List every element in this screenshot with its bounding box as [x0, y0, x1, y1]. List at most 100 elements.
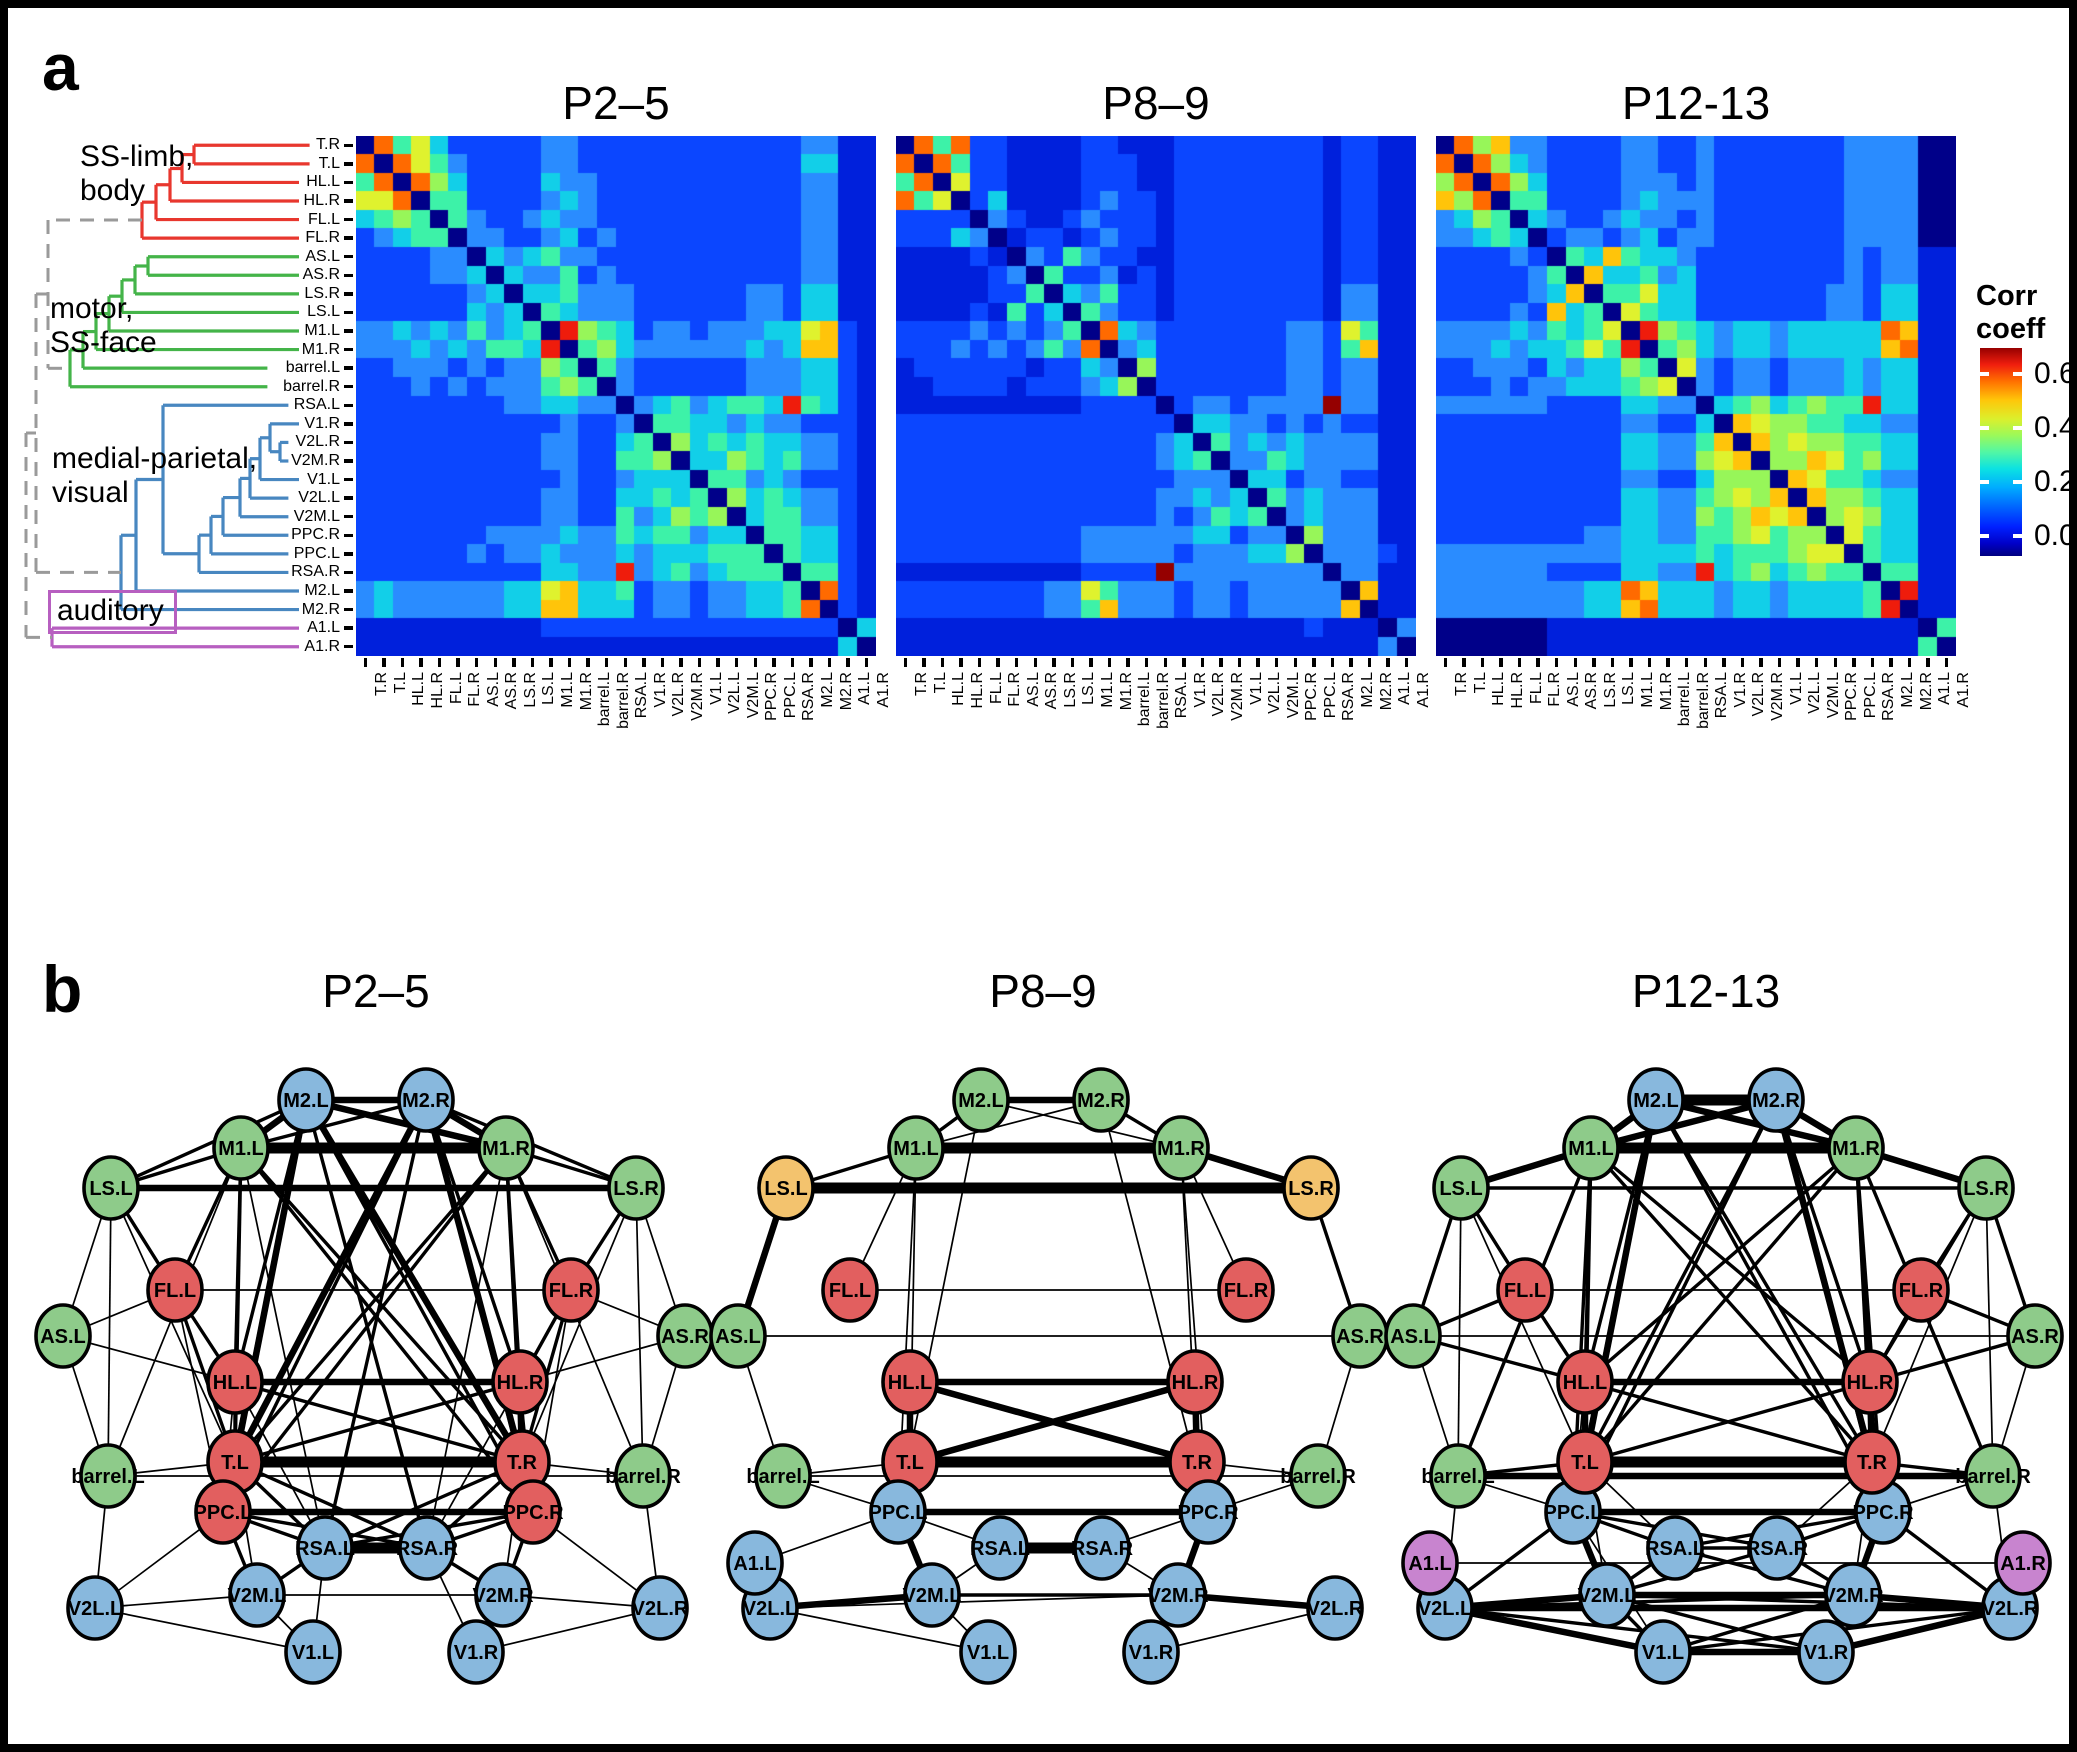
- heatmap-row-label-RSA.L: RSA.L: [293, 396, 340, 414]
- network-title-p12-13: P12-13: [1631, 965, 1781, 1017]
- col-tick: [996, 658, 1000, 667]
- node-circle-M1.L: [887, 1115, 945, 1181]
- node-circle-V1.L: [1634, 1619, 1692, 1685]
- heatmap-col-label-RSA.R: RSA.R: [1340, 672, 1358, 721]
- node-label-HL.R: HL.R: [497, 1372, 544, 1394]
- col-tick: [400, 658, 405, 667]
- colorbar-dash-right: [2013, 534, 2022, 538]
- heatmap-col-label-LS.R: LS.R: [521, 672, 539, 708]
- node-label-M1.L: M1.L: [218, 1138, 264, 1160]
- heatmap-col-label-AS.R: AS.R: [1583, 672, 1601, 710]
- row-tick: [344, 570, 353, 575]
- node-label-A1.L: A1.L: [1408, 1553, 1451, 1575]
- node-circle-M1.L: [1562, 1115, 1620, 1181]
- node-circle-M2.R: [1072, 1067, 1130, 1133]
- node-label-FL.L: FL.L: [829, 1280, 871, 1302]
- network-node-T.L: T.L: [206, 1429, 264, 1495]
- col-tick: [1889, 658, 1893, 667]
- heatmap-col-label-RSA.R: RSA.R: [800, 672, 818, 721]
- col-tick: [1555, 658, 1559, 667]
- network-node-HL.R: HL.R: [491, 1349, 549, 1415]
- network-edge-M1.L-T.R: [1589, 1146, 1874, 1464]
- node-label-RSA.R: RSA.R: [1746, 1538, 1809, 1560]
- heatmap-col-label-M2.R: M2.R: [837, 672, 855, 711]
- node-circle-V2M.L: [228, 1562, 286, 1628]
- network-edge-LS.L-T.L: [110, 1187, 236, 1463]
- col-tick: [790, 658, 795, 667]
- node-circle-PPC.R: [1179, 1479, 1237, 1545]
- col-tick: [1722, 658, 1726, 667]
- node-label-barrel.L: barrel.L: [1421, 1466, 1494, 1488]
- heatmap-row-label-V2L.L: V2L.L: [298, 489, 340, 507]
- node-circle-FL.R: [542, 1257, 600, 1323]
- colorbar-dash-left: [1980, 480, 1989, 484]
- network-node-A1.R: A1.R: [1994, 1530, 2052, 1596]
- network-node-T.L: T.L: [1556, 1429, 1614, 1495]
- col-tick: [642, 658, 646, 667]
- heatmap-col-label-M2.R: M2.R: [1917, 672, 1935, 711]
- network-node-barrel.L: barrel.L: [1421, 1443, 1495, 1509]
- correlation-heatmap-p12-13: [1436, 136, 1956, 656]
- col-tick: [772, 658, 776, 667]
- network-edge-V2M.R-V2L.L: [1444, 1593, 1854, 1610]
- network-edge-M1.R-HL.R: [504, 1147, 522, 1383]
- network-edge-M2.L-M1.R: [1655, 1096, 1857, 1152]
- node-label-V2M.L: V2M.L: [903, 1585, 962, 1607]
- col-tick: [1647, 658, 1652, 667]
- node-circle-RSA.R: [1073, 1515, 1131, 1581]
- network-node-FL.R: FL.R: [1892, 1257, 1950, 1323]
- cluster-label-motor-ss-face: motor, SS-face: [50, 292, 157, 360]
- node-label-V1.R: V1.R: [454, 1642, 499, 1664]
- node-circle-PPC.R: [504, 1479, 562, 1545]
- network-edge-M1.L-T.R: [239, 1146, 524, 1464]
- node-label-LS.L: LS.L: [89, 1178, 132, 1200]
- node-label-PPC.R: PPC.R: [1852, 1502, 1914, 1524]
- col-tick: [1815, 658, 1819, 667]
- cluster-label-ss-limb-body: SS-limb, body: [80, 140, 193, 208]
- row-tick: [344, 533, 353, 537]
- network-node-V1.L: V1.L: [959, 1619, 1017, 1685]
- network-node-M1.R: M1.R: [477, 1115, 535, 1181]
- col-tick: [865, 658, 869, 667]
- heatmap-col-label-PPC.R: PPC.R: [763, 672, 781, 721]
- network-edge-LS.L-T.L: [1460, 1187, 1586, 1463]
- heatmap-col-label-V2L.R: V2L.R: [670, 672, 688, 717]
- node-label-M2.R: M2.R: [1077, 1090, 1125, 1112]
- row-tick: [344, 217, 353, 222]
- col-tick: [1759, 658, 1763, 667]
- network-edge-M1.L-HL.L: [233, 1147, 243, 1383]
- node-label-AS.R: AS.R: [661, 1326, 709, 1348]
- col-tick: [456, 658, 460, 667]
- node-label-M2.L: M2.L: [958, 1090, 1004, 1112]
- row-tick: [344, 199, 353, 203]
- heatmap-col-label-T.L: T.L: [1471, 672, 1489, 694]
- network-edge-M1.L-PPC.R: [239, 1146, 535, 1514]
- network-edge-HL.R-T.L: [234, 1380, 521, 1464]
- node-label-M2.L: M2.L: [1633, 1090, 1679, 1112]
- col-tick: [1367, 658, 1372, 667]
- node-label-V1.R: V1.R: [1804, 1642, 1849, 1664]
- col-tick: [1777, 658, 1782, 667]
- heatmap-col-label-V2L.L: V2L.L: [1806, 672, 1824, 714]
- node-circle-V1.L: [959, 1619, 1017, 1685]
- node-circle-AS.L: [709, 1303, 767, 1369]
- network-edge-M2.R-RSA.L: [323, 1099, 428, 1549]
- node-circle-V1.R: [447, 1619, 505, 1685]
- node-label-M2.L: M2.L: [283, 1090, 329, 1112]
- network-node-RSA.L: RSA.L: [1645, 1515, 1705, 1581]
- heatmap-col-label-A1.L: A1.L: [1396, 672, 1414, 705]
- node-circle-V1.L: [284, 1619, 342, 1685]
- heatmap-col-label-HL.L: HL.L: [1490, 672, 1508, 706]
- node-label-HL.R: HL.R: [1847, 1372, 1894, 1394]
- network-node-V2M.R: V2M.R: [472, 1562, 534, 1628]
- row-tick: [344, 180, 353, 185]
- network-node-V1.L: V1.L: [1634, 1619, 1692, 1685]
- row-tick: [344, 477, 353, 482]
- node-label-T.L: T.L: [1571, 1452, 1599, 1474]
- node-label-barrel.R: barrel.R: [1280, 1466, 1356, 1488]
- node-circle-PPC.L: [869, 1479, 927, 1545]
- node-label-PPC.L: PPC.L: [194, 1502, 253, 1524]
- col-tick: [1256, 658, 1260, 667]
- heatmap-row-label-barrel.L: barrel.L: [285, 359, 340, 377]
- row-tick: [344, 273, 353, 277]
